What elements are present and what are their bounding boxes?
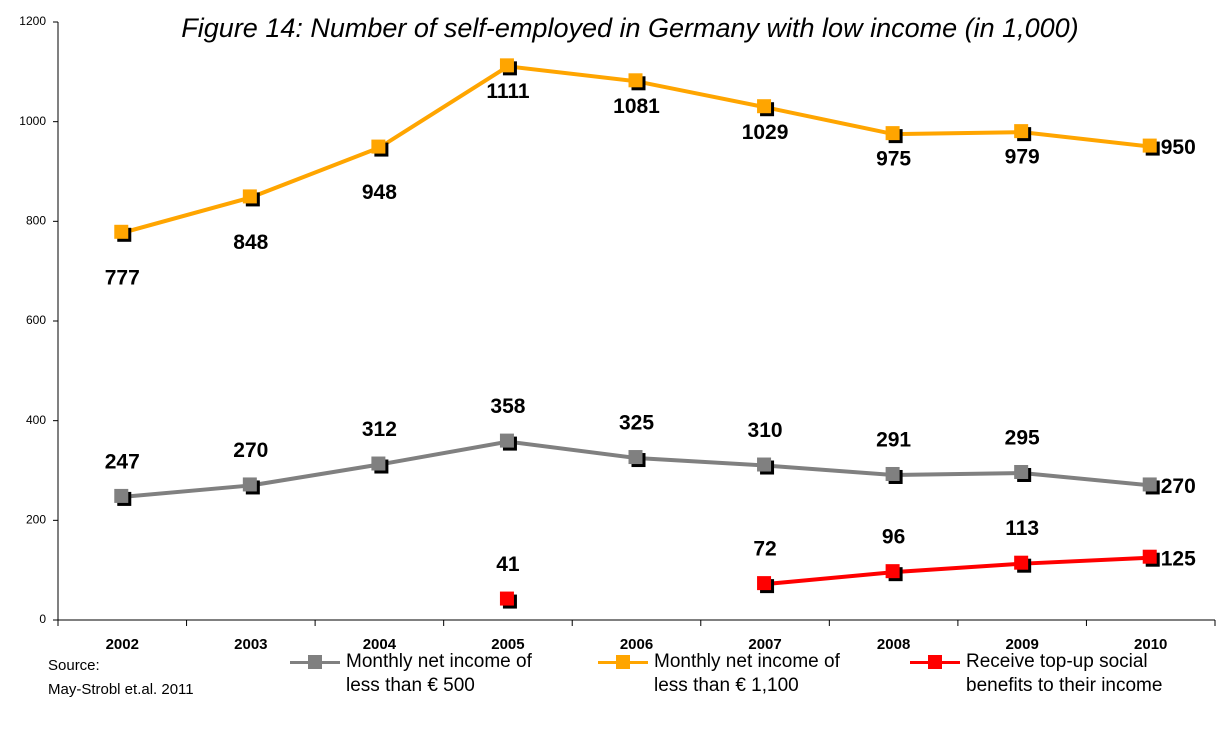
data-label: 295 [1005,427,1040,450]
x-tick-label: 2005 [491,636,524,653]
legend-marker [928,655,942,669]
marker [499,591,514,606]
y-tick-label: 400 [26,413,46,427]
data-label: 96 [882,526,905,549]
data-label: 310 [748,419,783,442]
marker [757,99,772,114]
x-tick-label: 2006 [620,636,653,653]
data-label: 113 [1005,517,1039,540]
x-tick-label: 2007 [748,636,781,653]
marker [1014,464,1029,479]
legend-marker [616,655,630,669]
data-label: 291 [876,429,911,452]
data-label: 72 [753,538,776,561]
data-label: 358 [490,395,525,418]
y-tick-label: 600 [26,313,46,327]
legend-item: Monthly net income of less than € 500 [290,650,536,698]
y-tick-label: 800 [26,214,46,228]
legend-label: Monthly net income of less than € 1,100 [654,651,840,696]
marker [114,224,129,239]
data-label: 948 [362,181,397,204]
y-tick-label: 0 [39,612,46,626]
x-tick-label: 2004 [363,636,397,653]
data-label: 325 [619,412,654,435]
data-label: 270 [233,439,268,462]
legend-label: Monthly net income of less than € 500 [346,651,532,696]
data-label: 1081 [613,95,660,118]
data-label: 1029 [742,121,789,144]
marker [885,564,900,579]
marker [628,73,643,88]
data-label: 979 [1005,146,1040,169]
source-line: May-Strobl et.al. 2011 [48,681,194,698]
data-label: 777 [105,266,140,289]
source: Source: May-Strobl et.al. 2011 [48,654,194,702]
y-tick-label: 1000 [19,114,46,128]
marker [499,433,514,448]
data-label: 848 [233,231,268,254]
series-line [764,555,1151,587]
marker [1142,477,1157,492]
data-label: 975 [876,148,911,171]
marker [242,477,257,492]
marker [1014,124,1029,139]
marker [885,126,900,141]
data-label: 247 [105,450,140,473]
series-line [121,64,1151,235]
marker [242,189,257,204]
legend-item: Monthly net income of less than € 1,100 [598,650,859,698]
chart-title: Figure 14: Number of self-employed in Ge… [181,13,1078,43]
marker [757,576,772,591]
data-label: 41 [496,553,520,576]
marker [371,456,386,471]
marker [1014,555,1029,570]
marker [499,58,514,73]
x-tick-label: 2003 [234,636,267,653]
y-tick-label: 200 [26,513,46,527]
source-line: Source: [48,657,100,674]
x-tick-label: 2002 [106,636,139,653]
data-label: 125 [1161,547,1196,570]
x-tick-label: 2008 [877,636,910,653]
marker [757,457,772,472]
data-label: 950 [1161,136,1196,159]
marker [885,466,900,481]
data-label: 312 [362,418,397,441]
marker [114,488,129,503]
series-line [122,439,1151,499]
legend-item: Receive top-up social benefits to their … [910,650,1196,698]
x-tick-label: 2009 [1005,636,1038,653]
marker [371,139,386,154]
legend-label: Receive top-up social benefits to their … [966,651,1163,696]
legend-marker [308,655,322,669]
y-tick-label: 1200 [19,14,46,28]
x-tick-label: 2010 [1134,636,1167,653]
marker [1142,138,1157,153]
marker [628,450,643,465]
data-label: 1111 [486,80,530,103]
marker [1142,549,1157,564]
data-label: 270 [1161,475,1196,498]
